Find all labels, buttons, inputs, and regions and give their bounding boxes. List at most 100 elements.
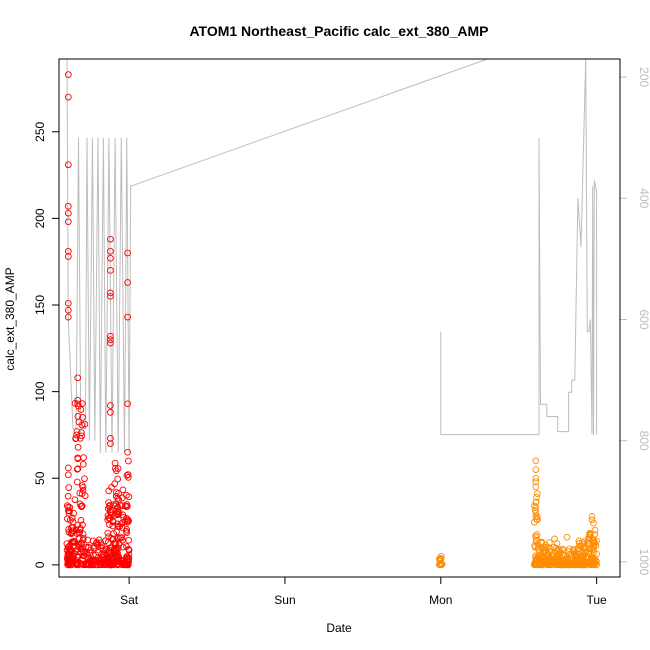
data-point [437, 560, 445, 567]
data-point [111, 480, 119, 488]
data-point [77, 525, 84, 532]
data-point [107, 247, 114, 255]
data-point [591, 530, 599, 538]
data-point [545, 561, 552, 569]
data-point [119, 486, 127, 494]
y-tick-label: 200 [33, 208, 47, 228]
data-point [124, 474, 132, 481]
data-point [125, 558, 133, 565]
data-point [532, 499, 540, 506]
data-point [563, 559, 570, 567]
data-point [119, 511, 127, 519]
data-point [109, 522, 117, 530]
data-point [538, 540, 545, 547]
data-point [107, 254, 114, 262]
y-tick-label: 50 [33, 471, 47, 485]
data-point [119, 536, 126, 544]
data-point [576, 542, 584, 550]
data-point [107, 409, 114, 416]
data-point [437, 552, 445, 560]
data-point [123, 529, 131, 537]
data-point [588, 513, 596, 520]
chart-title: ATOM1 Northeast_Pacific calc_ext_380_AMP [189, 23, 488, 39]
depth-line-1 [66, 59, 488, 453]
data-point [64, 464, 72, 472]
data-point [64, 93, 72, 101]
data-point [64, 253, 72, 260]
data-point [73, 545, 81, 553]
data-point [107, 235, 114, 243]
data-point [125, 546, 133, 554]
data-point [124, 471, 132, 478]
data-point [81, 492, 89, 500]
data-point [67, 548, 75, 556]
data-point [109, 535, 117, 543]
data-point [75, 529, 83, 537]
data-point [532, 466, 540, 473]
data-point [591, 526, 599, 534]
data-point [64, 299, 72, 307]
data-point [73, 556, 81, 564]
data-point [111, 465, 119, 472]
data-point [89, 537, 97, 545]
data-point [65, 507, 72, 514]
data-point [532, 483, 540, 491]
data-point [113, 528, 120, 536]
data-point [67, 547, 74, 555]
data-point [590, 543, 597, 551]
data-point [109, 560, 116, 567]
data-point [554, 561, 562, 568]
data-point [74, 413, 82, 420]
data-point [74, 396, 82, 404]
data-point [559, 547, 567, 554]
data-point [124, 313, 131, 321]
data-point [110, 561, 117, 569]
data-point [81, 420, 89, 428]
data-point [532, 532, 539, 540]
data-point [79, 460, 87, 468]
data-point [107, 402, 114, 409]
data-point [124, 553, 131, 560]
data-point [64, 471, 72, 479]
data-point [124, 249, 131, 257]
data-point [566, 559, 574, 567]
data-point [112, 502, 119, 510]
data-point [73, 478, 81, 486]
data-point [80, 454, 87, 461]
data-point [543, 552, 550, 559]
data-point [64, 202, 72, 210]
data-point [78, 429, 85, 436]
data-point [125, 551, 133, 559]
data-point [124, 279, 131, 286]
y2-tick-label: 600 [637, 309, 650, 329]
data-point [563, 533, 571, 541]
data-point [114, 475, 122, 483]
data-point [118, 534, 126, 541]
data-point [592, 557, 600, 565]
data-point [576, 556, 584, 564]
y-tick-label: 100 [33, 381, 47, 401]
data-point [107, 435, 114, 442]
data-point [124, 400, 131, 408]
data-point [587, 561, 594, 568]
data-point [113, 546, 121, 554]
data-point [64, 71, 72, 78]
data-point [533, 490, 541, 497]
data-point [585, 544, 593, 552]
data-point [96, 561, 104, 569]
data-point [64, 306, 72, 314]
data-point [68, 538, 75, 546]
data-point [107, 339, 114, 347]
data-point [64, 247, 72, 255]
data-point [74, 400, 82, 408]
data-point [551, 535, 558, 543]
data-point [109, 517, 117, 525]
x-tick-label: Mon [429, 593, 452, 607]
data-point [73, 428, 81, 435]
data-point [123, 526, 131, 533]
data-point [76, 489, 84, 497]
y2-tick-label: 800 [637, 431, 650, 451]
data-point [535, 561, 543, 568]
data-point [107, 332, 114, 340]
data-point [586, 545, 594, 553]
